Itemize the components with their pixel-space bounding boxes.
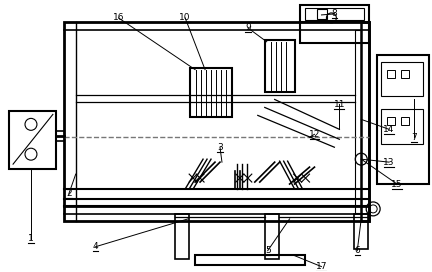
Bar bbox=[265, 214, 279, 259]
Bar bbox=[401, 70, 409, 78]
Text: 4: 4 bbox=[93, 242, 98, 251]
Bar bbox=[387, 70, 395, 78]
Bar bbox=[381, 62, 423, 97]
Bar bbox=[195, 255, 305, 265]
Bar bbox=[361, 22, 369, 221]
Bar bbox=[64, 22, 369, 221]
Bar bbox=[190, 68, 232, 118]
Text: 13: 13 bbox=[383, 158, 395, 167]
Text: 16: 16 bbox=[113, 13, 124, 22]
Text: 3: 3 bbox=[217, 143, 223, 152]
Text: 17: 17 bbox=[316, 262, 327, 271]
Bar bbox=[381, 109, 423, 144]
Text: 15: 15 bbox=[391, 180, 403, 188]
Text: 8: 8 bbox=[331, 10, 337, 18]
Bar bbox=[175, 214, 189, 259]
Bar bbox=[387, 118, 395, 125]
Text: 10: 10 bbox=[179, 13, 191, 22]
Bar bbox=[355, 30, 361, 213]
Text: 14: 14 bbox=[384, 125, 395, 134]
Bar bbox=[9, 112, 56, 169]
Text: 1: 1 bbox=[28, 234, 34, 243]
Text: 7: 7 bbox=[411, 133, 417, 142]
Bar bbox=[354, 214, 368, 249]
Text: 9: 9 bbox=[245, 23, 251, 32]
Bar bbox=[299, 5, 369, 43]
Text: 2: 2 bbox=[66, 190, 72, 199]
Bar bbox=[318, 9, 327, 19]
Bar bbox=[401, 118, 409, 125]
Bar bbox=[265, 40, 295, 91]
Text: 6: 6 bbox=[354, 246, 360, 255]
Text: 5: 5 bbox=[265, 246, 270, 255]
Bar bbox=[305, 8, 364, 20]
Text: 11: 11 bbox=[334, 100, 345, 109]
Text: 12: 12 bbox=[309, 130, 320, 139]
Bar bbox=[377, 55, 429, 184]
